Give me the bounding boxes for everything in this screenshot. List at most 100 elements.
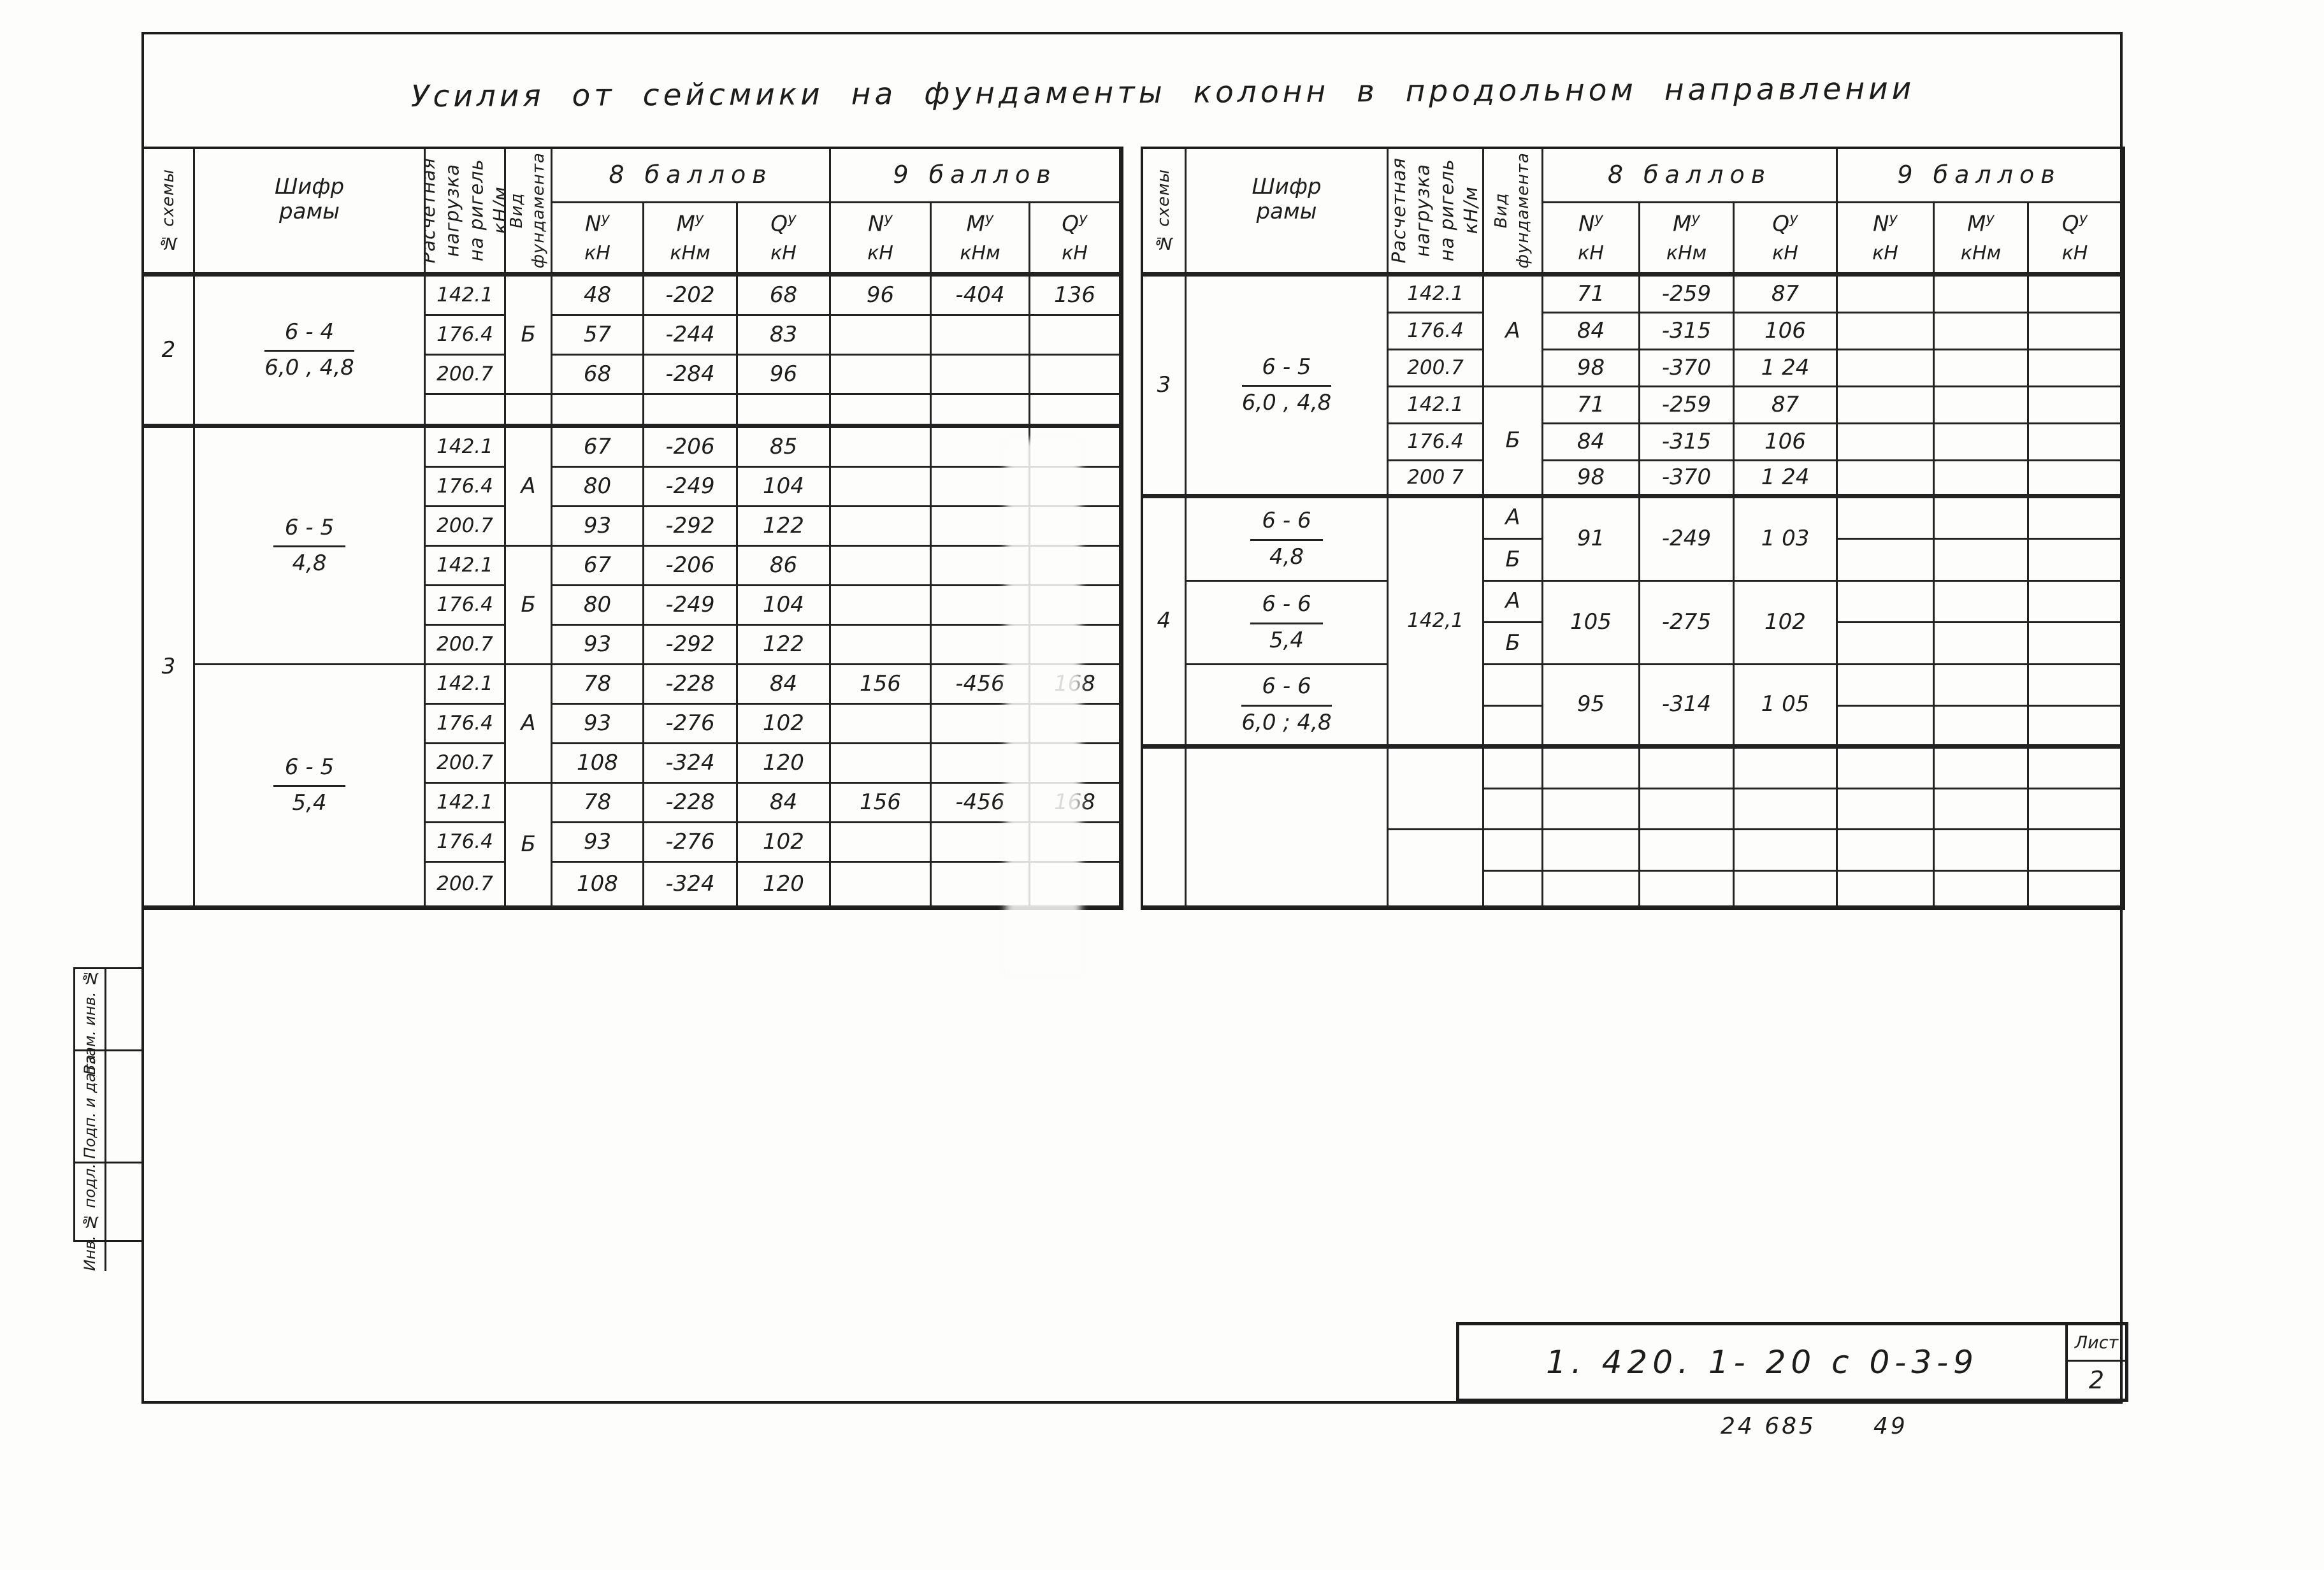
print-code-right: 49 (1873, 1413, 1908, 1439)
load-value-cell: 142.1 (1389, 387, 1484, 424)
empty-cell (1935, 350, 2029, 387)
print-code: 24 685 49 (1721, 1413, 1908, 1439)
load-value-cell: 176.4 (426, 823, 506, 863)
empty-cell (1838, 582, 1935, 623)
force-value-cell: 93 (552, 823, 644, 863)
group-header-8-points: 8 баллов (552, 149, 831, 203)
load-value-cell: 142.1 (426, 428, 506, 468)
empty-cell (932, 547, 1030, 586)
foundation-type-cell: А (1484, 277, 1543, 387)
load-value-cell: 176.4 (426, 468, 506, 507)
empty-cell (2029, 749, 2123, 789)
force-value-cell: 156 (831, 784, 932, 823)
column-header-n8: Nу кН (1543, 203, 1640, 277)
force-value-cell: 84 (1543, 424, 1640, 461)
force-value-cell: -276 (644, 823, 738, 863)
empty-cell (1838, 498, 1935, 540)
column-header-m9: Mу кНм (1935, 203, 2029, 277)
empty-cell (2029, 582, 2123, 623)
force-value-cell: -284 (644, 356, 738, 395)
empty-cell (426, 395, 506, 428)
stamp-box-label: Подп. и дата (75, 1051, 106, 1162)
empty-cell (831, 395, 932, 428)
force-value-cell: 67 (552, 428, 644, 468)
force-value-cell: -314 (1640, 665, 1735, 749)
empty-cell (2029, 623, 2123, 665)
empty-cell (932, 468, 1030, 507)
empty-cell (932, 823, 1030, 863)
empty-cell (1484, 707, 1543, 749)
empty-cell (1484, 830, 1543, 872)
empty-cell (1838, 277, 1935, 313)
force-value-cell: -206 (644, 428, 738, 468)
force-value-cell: 68 (738, 277, 831, 316)
frame-code-cell: 6 - 5 4,8 (195, 428, 426, 665)
load-value-cell: 200.7 (426, 356, 506, 395)
column-header-load: Расчетная нагрузка на ригель кН/м (426, 149, 506, 277)
empty-cell (831, 586, 932, 626)
empty-cell (932, 744, 1030, 784)
load-value-cell: 200.7 (426, 744, 506, 784)
force-value-cell: 98 (1543, 461, 1640, 498)
empty-cell (1640, 872, 1735, 907)
empty-cell (1030, 507, 1121, 547)
force-value-cell: 105 (1543, 582, 1640, 665)
empty-cell (2029, 498, 2123, 540)
foundation-type-cell: Б (1484, 540, 1543, 582)
empty-cell (1030, 428, 1121, 468)
foundation-type-cell: А (506, 665, 552, 784)
scheme-number-cell: 2 (144, 277, 195, 428)
empty-cell (1838, 387, 1935, 424)
empty-cell (2029, 461, 2123, 498)
force-value-cell: 122 (738, 507, 831, 547)
empty-cell (1935, 872, 2029, 907)
empty-cell (1030, 823, 1121, 863)
empty-cell (1484, 872, 1543, 907)
force-value-cell: 80 (552, 468, 644, 507)
force-value-cell: 71 (1543, 387, 1640, 424)
empty-cell (831, 468, 932, 507)
empty-cell (1935, 277, 2029, 313)
frame-code-cell: 6 - 5 5,4 (195, 665, 426, 907)
empty-cell (831, 356, 932, 395)
load-value-cell: 176.4 (426, 705, 506, 744)
empty-cell (1030, 356, 1121, 395)
empty-cell (1935, 582, 2029, 623)
empty-cell (831, 428, 932, 468)
empty-cell (1030, 395, 1121, 428)
force-value-cell: 71 (1543, 277, 1640, 313)
empty-cell (506, 395, 552, 428)
forces-table-left: № схемы Шифр рамы Расчетная нагрузка на риг… (141, 147, 1123, 910)
load-value-cell: 176.4 (1389, 424, 1484, 461)
empty-cell (1640, 830, 1735, 872)
force-value-cell: 102 (738, 705, 831, 744)
stamp-box-label: Взам. инв. № (75, 969, 106, 1075)
force-value-cell: -249 (1640, 498, 1735, 582)
empty-cell (1484, 665, 1543, 707)
empty-cell (1935, 623, 2029, 665)
empty-cell (2029, 789, 2123, 830)
force-value-cell: 78 (552, 784, 644, 823)
foundation-type-cell: Б (506, 277, 552, 395)
group-header-8-points: 8 баллов (1543, 149, 1838, 203)
force-value-cell: 120 (738, 744, 831, 784)
force-value-cell: 91 (1543, 498, 1640, 582)
empty-cell (1838, 623, 1935, 665)
empty-cell (2029, 350, 2123, 387)
load-value-cell: 142,1 (1389, 498, 1484, 749)
force-value-cell: 85 (738, 428, 831, 468)
empty-cell (1935, 830, 2029, 872)
column-header-n8: Nу кН (552, 203, 644, 277)
title-block: 1. 420. 1- 20 с 0-3-9 Лист 2 (1456, 1322, 2128, 1402)
force-value-cell: -202 (644, 277, 738, 316)
empty-cell (1543, 872, 1640, 907)
empty-cell (552, 395, 644, 428)
empty-cell (932, 395, 1030, 428)
force-value-cell: 98 (1543, 350, 1640, 387)
force-value-cell: 87 (1735, 277, 1838, 313)
force-value-cell: -404 (932, 277, 1030, 316)
force-value-cell: 108 (552, 863, 644, 907)
load-value-cell: 200.7 (1389, 350, 1484, 387)
empty-cell (1838, 749, 1935, 789)
force-value-cell: 93 (552, 705, 644, 744)
